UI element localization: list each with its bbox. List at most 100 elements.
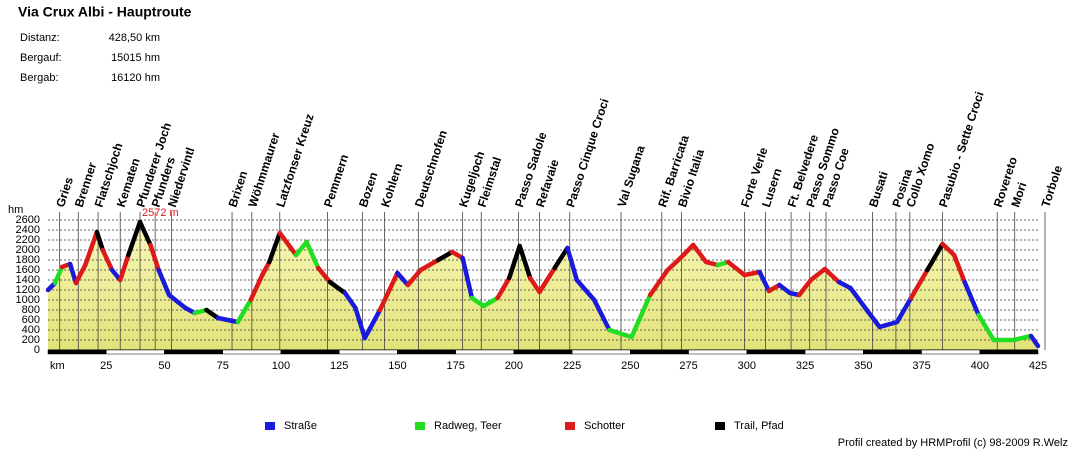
profile-area: [48, 222, 1038, 350]
x-tick-label: 175: [446, 360, 464, 372]
profile-segment: [629, 292, 653, 340]
y-tick-label: 2200: [16, 234, 40, 246]
y-tick-label: 800: [22, 304, 40, 316]
profile-segment: [1011, 333, 1034, 343]
x-axis-label: km: [50, 360, 65, 372]
x-scale-bar: [455, 349, 515, 355]
y-tick-label: 2000: [16, 244, 40, 256]
profile-segment: [976, 312, 996, 343]
profile-segment: [362, 307, 383, 341]
x-tick-label: 100: [272, 360, 290, 372]
x-tick-label: 325: [796, 360, 814, 372]
profile-segment: [848, 285, 870, 313]
profile-segment: [83, 229, 100, 268]
profile-segment: [962, 279, 981, 318]
waypoint-label: Torbole: [1039, 163, 1066, 209]
x-scale-bar: [338, 349, 398, 355]
y-tick-label: 400: [22, 324, 40, 336]
profile-segment: [481, 295, 500, 309]
x-scale-bar: [513, 349, 573, 355]
x-scale-bar: [105, 349, 165, 355]
x-scale-bar: [688, 349, 748, 355]
profile-segment: [377, 270, 400, 313]
profile-segment: [591, 297, 612, 333]
profile-segment: [1028, 333, 1041, 349]
legend-swatch: [265, 422, 275, 430]
profile-segment: [395, 270, 411, 288]
profile-segment: [327, 279, 348, 296]
profile-segment: [460, 255, 475, 301]
y-tick-label: 1800: [16, 254, 40, 266]
profile-segment: [877, 319, 900, 330]
x-tick-label: 25: [100, 360, 112, 372]
waypoint-label: Bozen: [356, 170, 380, 209]
profile-segment: [742, 269, 762, 278]
waypoint-label: Passo Cinque Croci: [563, 97, 611, 209]
x-tick-label: 50: [158, 360, 170, 372]
legend-swatch: [565, 422, 575, 430]
profile-segment: [418, 257, 441, 273]
annotation: 2572 m: [142, 207, 179, 219]
y-tick-label: 1400: [16, 274, 40, 286]
stat-label: Distanz:: [20, 32, 60, 44]
footer: Profil created by HRMProfil (c) 98-2009 …: [838, 437, 1068, 449]
waypoint-label: Latzfonser Kreuz: [273, 112, 316, 209]
profile-segment: [506, 243, 522, 281]
stat-label: Bergauf:: [20, 52, 62, 64]
title: Via Crux Albi - Hauptroute: [18, 4, 192, 20]
y-tick-label: 600: [22, 314, 40, 326]
profile-segment: [822, 266, 842, 285]
profile-segment: [293, 239, 309, 258]
x-scale-bar: [164, 349, 223, 355]
profile-segment: [166, 292, 188, 311]
legend-label: Radweg, Teer: [434, 420, 502, 432]
x-scale-bar: [979, 349, 1039, 355]
x-scale-bar: [863, 349, 922, 355]
profile-segment: [248, 272, 265, 303]
x-scale-bar: [921, 349, 981, 355]
profile-segment: [52, 264, 65, 286]
profile-segment: [796, 277, 814, 298]
legend-label: Schotter: [584, 420, 625, 432]
profile-segment: [148, 242, 161, 273]
profile-segment: [260, 259, 272, 278]
x-scale-bar: [280, 349, 340, 355]
waypoint-label: Deutschnofen: [412, 129, 450, 209]
waypoint-label: Kohlern: [378, 161, 405, 208]
y-tick-label: 200: [22, 334, 40, 346]
profile-segment: [607, 327, 634, 340]
legend-label: Straße: [284, 420, 317, 432]
profile-segment: [725, 259, 747, 278]
x-scale-bar: [630, 349, 689, 355]
profile-segment: [908, 267, 930, 301]
x-tick-label: 75: [217, 360, 229, 372]
y-tick-label: 0: [34, 344, 40, 356]
y-axis-label: hm: [8, 204, 23, 216]
x-tick-label: 350: [854, 360, 872, 372]
profile-segment: [527, 275, 542, 295]
x-tick-label: 275: [679, 360, 697, 372]
x-scale-bar: [746, 349, 806, 355]
x-tick-label: 225: [563, 360, 581, 372]
profile-segment: [647, 267, 670, 298]
profile-segment: [757, 269, 772, 294]
waypoint-label: Pemmern: [321, 153, 351, 209]
x-scale-bar: [222, 349, 282, 355]
legend-swatch: [415, 422, 425, 430]
profile-segment: [137, 219, 153, 248]
profile-segment: [894, 295, 914, 325]
profile-segment: [94, 229, 105, 253]
stat-value: 16120 hm: [111, 72, 160, 84]
stat-value: 428,50 km: [109, 32, 160, 44]
profile-segment: [304, 239, 321, 271]
profile-segment: [100, 247, 115, 273]
x-scale-bar: [397, 349, 456, 355]
profile-segment: [117, 252, 131, 283]
x-scale-bar: [804, 349, 864, 355]
profile-segment: [267, 230, 283, 265]
profile-segment: [342, 290, 358, 311]
profile-segment: [126, 219, 143, 258]
profile-segment: [552, 245, 570, 271]
